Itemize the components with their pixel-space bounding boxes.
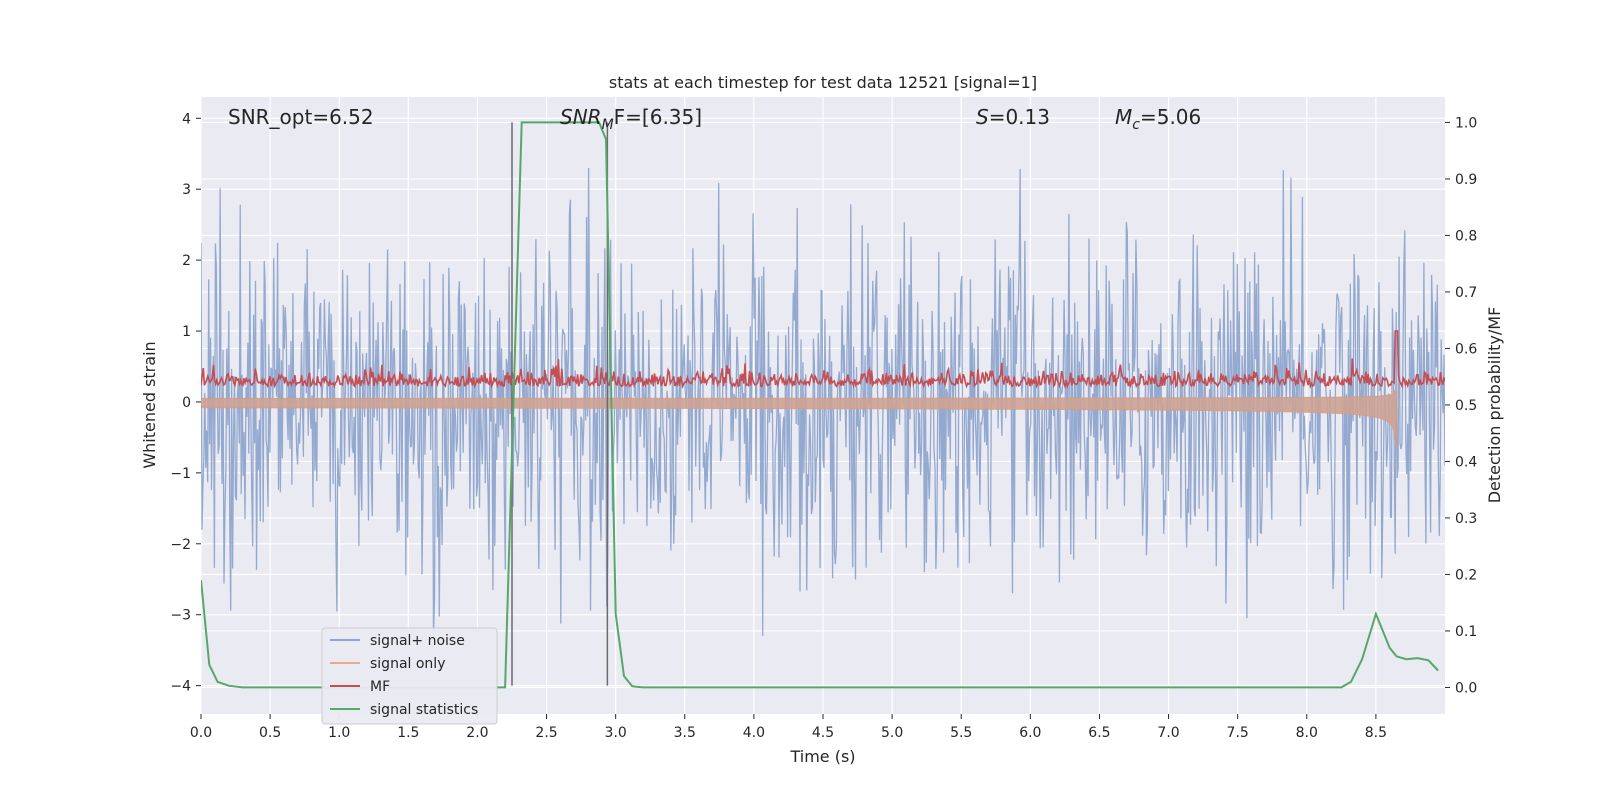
y-right-tick-label-0: 1.0	[1455, 115, 1477, 131]
snr-opt-annotation: SNR_opt=6.52	[228, 105, 374, 129]
x-tick-label-11: 5.5	[950, 725, 972, 741]
y-tick-label-6: −2	[170, 537, 191, 553]
y-tick-label-5: −1	[170, 466, 191, 482]
mc-rest: =5.06	[1140, 105, 1201, 129]
x-tick-label-7: 3.5	[674, 725, 696, 741]
legend: signal+ noise signal only MF signal stat…	[321, 627, 498, 725]
y-right-tick-label-4: 0.6	[1455, 341, 1477, 357]
x-tick-label-8: 4.0	[743, 725, 765, 741]
y-axis-label: Whitened strain	[140, 341, 159, 468]
y-tick-label-4: 0	[182, 395, 191, 411]
legend-label-noise: signal+ noise	[370, 633, 465, 649]
y-right-tick-label-2: 0.8	[1455, 228, 1477, 244]
x-tick-label-16: 8.0	[1296, 725, 1318, 741]
x-tick-label-13: 6.5	[1088, 725, 1110, 741]
x-tick-label-6: 3.0	[605, 725, 627, 741]
x-tick-label-1: 0.5	[259, 725, 281, 741]
snr-mf-annotation: SNRMF=[6.35]	[560, 105, 702, 133]
x-tick-label-15: 7.5	[1227, 725, 1249, 741]
y-right-tick-label-10: 0.0	[1455, 680, 1477, 696]
y-tick-label-2: 2	[182, 253, 191, 269]
y-tick-label-1: 3	[182, 182, 191, 198]
y-tick-label-8: −4	[170, 679, 191, 695]
y-axis-right-label: Detection probability/MF	[1485, 307, 1504, 504]
snr-mf-sub: M	[602, 117, 614, 133]
mc-annotation: Mc=5.06	[1115, 105, 1201, 133]
y-tick-label-7: −3	[170, 608, 191, 624]
y-right-tick-label-5: 0.5	[1455, 398, 1477, 414]
y-right-tick-label-3: 0.7	[1455, 285, 1477, 301]
y-right-tick-label-9: 0.1	[1455, 624, 1477, 640]
y-ticks-left: 4 3 2 1 0 −1 −2 −3 −4	[170, 111, 201, 695]
y-ticks-right: 1.0 0.9 0.8 0.7 0.6 0.5 0.4 0.3 0.2 0.1 0.0	[1445, 115, 1477, 696]
y-right-tick-label-6: 0.4	[1455, 454, 1477, 470]
chart-title: stats at each timestep for test data 125…	[609, 73, 1037, 92]
series-signal-noise	[201, 167, 1445, 637]
x-tick-label-5: 2.5	[535, 725, 557, 741]
x-tick-label-9: 4.5	[812, 725, 834, 741]
x-tick-label-17: 8.5	[1365, 725, 1387, 741]
x-tick-label-0: 0.0	[190, 725, 212, 741]
y-tick-label-0: 4	[182, 111, 191, 127]
y-tick-label-3: 1	[182, 324, 191, 340]
x-axis-label: Time (s)	[789, 747, 855, 766]
legend-label-signal: signal only	[370, 656, 445, 672]
x-ticks: 0.0 0.5 1.0 1.5 2.0 2.5 3.0 3.5 4.0 4.5 5.0 5.5 6.0 6…	[190, 714, 1387, 741]
s-annotation: S=0.13	[976, 105, 1050, 129]
x-tick-label-14: 7.0	[1157, 725, 1179, 741]
snr-mf-base: SNR	[560, 105, 602, 129]
y-right-tick-label-7: 0.3	[1455, 511, 1477, 527]
x-tick-label-10: 5.0	[881, 725, 903, 741]
x-tick-label-2: 1.0	[328, 725, 350, 741]
mc-base: M	[1115, 105, 1132, 129]
legend-label-mf: MF	[370, 679, 390, 695]
x-tick-label-3: 1.5	[397, 725, 419, 741]
legend-label-stats: signal statistics	[370, 702, 478, 718]
series-signal-only	[201, 387, 1398, 449]
mc-sub: c	[1132, 117, 1140, 133]
y-right-tick-label-8: 0.2	[1455, 567, 1477, 583]
x-tick-label-12: 6.0	[1019, 725, 1041, 741]
s-var: S	[976, 105, 989, 129]
y-right-tick-label-1: 0.9	[1455, 172, 1477, 188]
s-rest: =0.13	[989, 105, 1050, 129]
series-mf	[201, 330, 1445, 390]
legend-box	[321, 627, 498, 725]
x-tick-label-4: 2.0	[466, 725, 488, 741]
snr-mf-rest: F=[6.35]	[614, 105, 702, 129]
